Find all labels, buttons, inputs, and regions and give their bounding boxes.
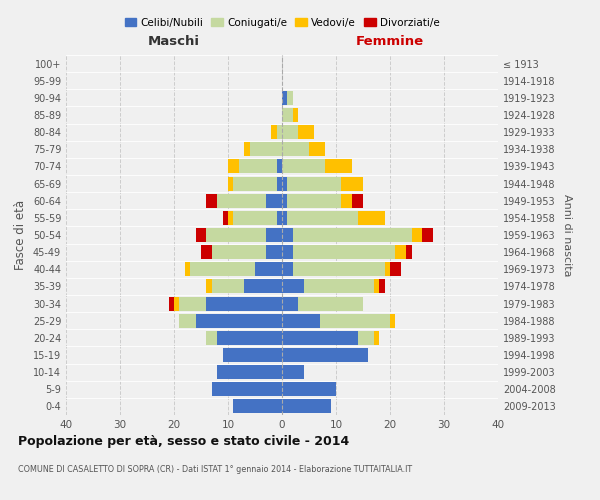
Bar xyxy=(287,91,293,105)
Bar xyxy=(282,142,309,156)
Bar xyxy=(358,211,385,225)
Bar xyxy=(293,228,412,242)
Bar xyxy=(341,194,352,207)
Bar xyxy=(298,296,363,310)
Bar xyxy=(217,331,282,345)
Bar xyxy=(282,176,287,190)
Text: COMUNE DI CASALETTO DI SOPRA (CR) - Dati ISTAT 1° gennaio 2014 - Elaborazione TU: COMUNE DI CASALETTO DI SOPRA (CR) - Dati… xyxy=(18,465,412,474)
Bar xyxy=(255,262,282,276)
Bar xyxy=(282,296,298,310)
Bar xyxy=(282,228,293,242)
Bar xyxy=(239,160,277,173)
Bar xyxy=(282,348,368,362)
Bar xyxy=(233,211,277,225)
Bar xyxy=(277,125,282,139)
Bar xyxy=(244,142,250,156)
Bar xyxy=(282,194,287,207)
Bar xyxy=(385,262,390,276)
Bar xyxy=(266,194,282,207)
Bar xyxy=(223,348,282,362)
Bar xyxy=(228,176,233,190)
Bar xyxy=(174,296,179,310)
Text: Femmine: Femmine xyxy=(356,35,424,48)
Bar xyxy=(282,211,287,225)
Bar xyxy=(217,365,282,379)
Text: Popolazione per età, sesso e stato civile - 2014: Popolazione per età, sesso e stato civil… xyxy=(18,435,349,448)
Bar xyxy=(212,245,266,259)
Bar xyxy=(282,400,331,413)
Bar xyxy=(266,228,282,242)
Bar xyxy=(282,160,325,173)
Bar xyxy=(179,296,206,310)
Bar xyxy=(228,160,239,173)
Bar xyxy=(196,228,206,242)
Bar xyxy=(395,245,406,259)
Bar xyxy=(223,211,228,225)
Bar xyxy=(282,331,358,345)
Bar xyxy=(287,211,358,225)
Bar xyxy=(196,314,282,328)
Bar xyxy=(185,262,190,276)
Bar xyxy=(282,91,287,105)
Bar xyxy=(287,176,341,190)
Bar xyxy=(179,314,196,328)
Bar xyxy=(217,194,266,207)
Y-axis label: Anni di nascita: Anni di nascita xyxy=(562,194,572,276)
Bar xyxy=(277,176,282,190)
Bar xyxy=(190,262,255,276)
Bar xyxy=(293,108,298,122)
Bar xyxy=(304,280,374,293)
Bar xyxy=(412,228,422,242)
Bar xyxy=(282,245,293,259)
Bar xyxy=(358,331,374,345)
Bar xyxy=(206,331,217,345)
Bar xyxy=(277,160,282,173)
Bar xyxy=(277,211,282,225)
Bar xyxy=(320,314,390,328)
Bar xyxy=(271,125,277,139)
Bar xyxy=(352,194,363,207)
Legend: Celibi/Nubili, Coniugati/e, Vedovi/e, Divorziati/e: Celibi/Nubili, Coniugati/e, Vedovi/e, Di… xyxy=(121,14,443,32)
Bar xyxy=(293,245,395,259)
Bar xyxy=(374,280,379,293)
Bar xyxy=(282,262,293,276)
Bar xyxy=(287,194,341,207)
Y-axis label: Fasce di età: Fasce di età xyxy=(14,200,27,270)
Bar xyxy=(250,142,282,156)
Bar xyxy=(422,228,433,242)
Bar xyxy=(206,194,217,207)
Bar xyxy=(282,108,293,122)
Bar xyxy=(293,262,385,276)
Text: Maschi: Maschi xyxy=(148,35,200,48)
Bar xyxy=(390,314,395,328)
Bar xyxy=(201,245,212,259)
Bar xyxy=(325,160,352,173)
Bar xyxy=(406,245,412,259)
Bar xyxy=(298,125,314,139)
Bar xyxy=(341,176,363,190)
Bar xyxy=(282,314,320,328)
Bar xyxy=(282,280,304,293)
Bar xyxy=(282,125,298,139)
Bar xyxy=(244,280,282,293)
Bar xyxy=(233,176,277,190)
Bar xyxy=(212,280,244,293)
Bar xyxy=(212,382,282,396)
Bar xyxy=(233,400,282,413)
Bar xyxy=(206,296,282,310)
Bar xyxy=(390,262,401,276)
Bar xyxy=(206,280,212,293)
Bar xyxy=(374,331,379,345)
Bar xyxy=(379,280,385,293)
Bar xyxy=(266,245,282,259)
Bar xyxy=(282,382,336,396)
Bar xyxy=(309,142,325,156)
Bar xyxy=(282,365,304,379)
Bar xyxy=(206,228,266,242)
Bar xyxy=(228,211,233,225)
Bar xyxy=(169,296,174,310)
